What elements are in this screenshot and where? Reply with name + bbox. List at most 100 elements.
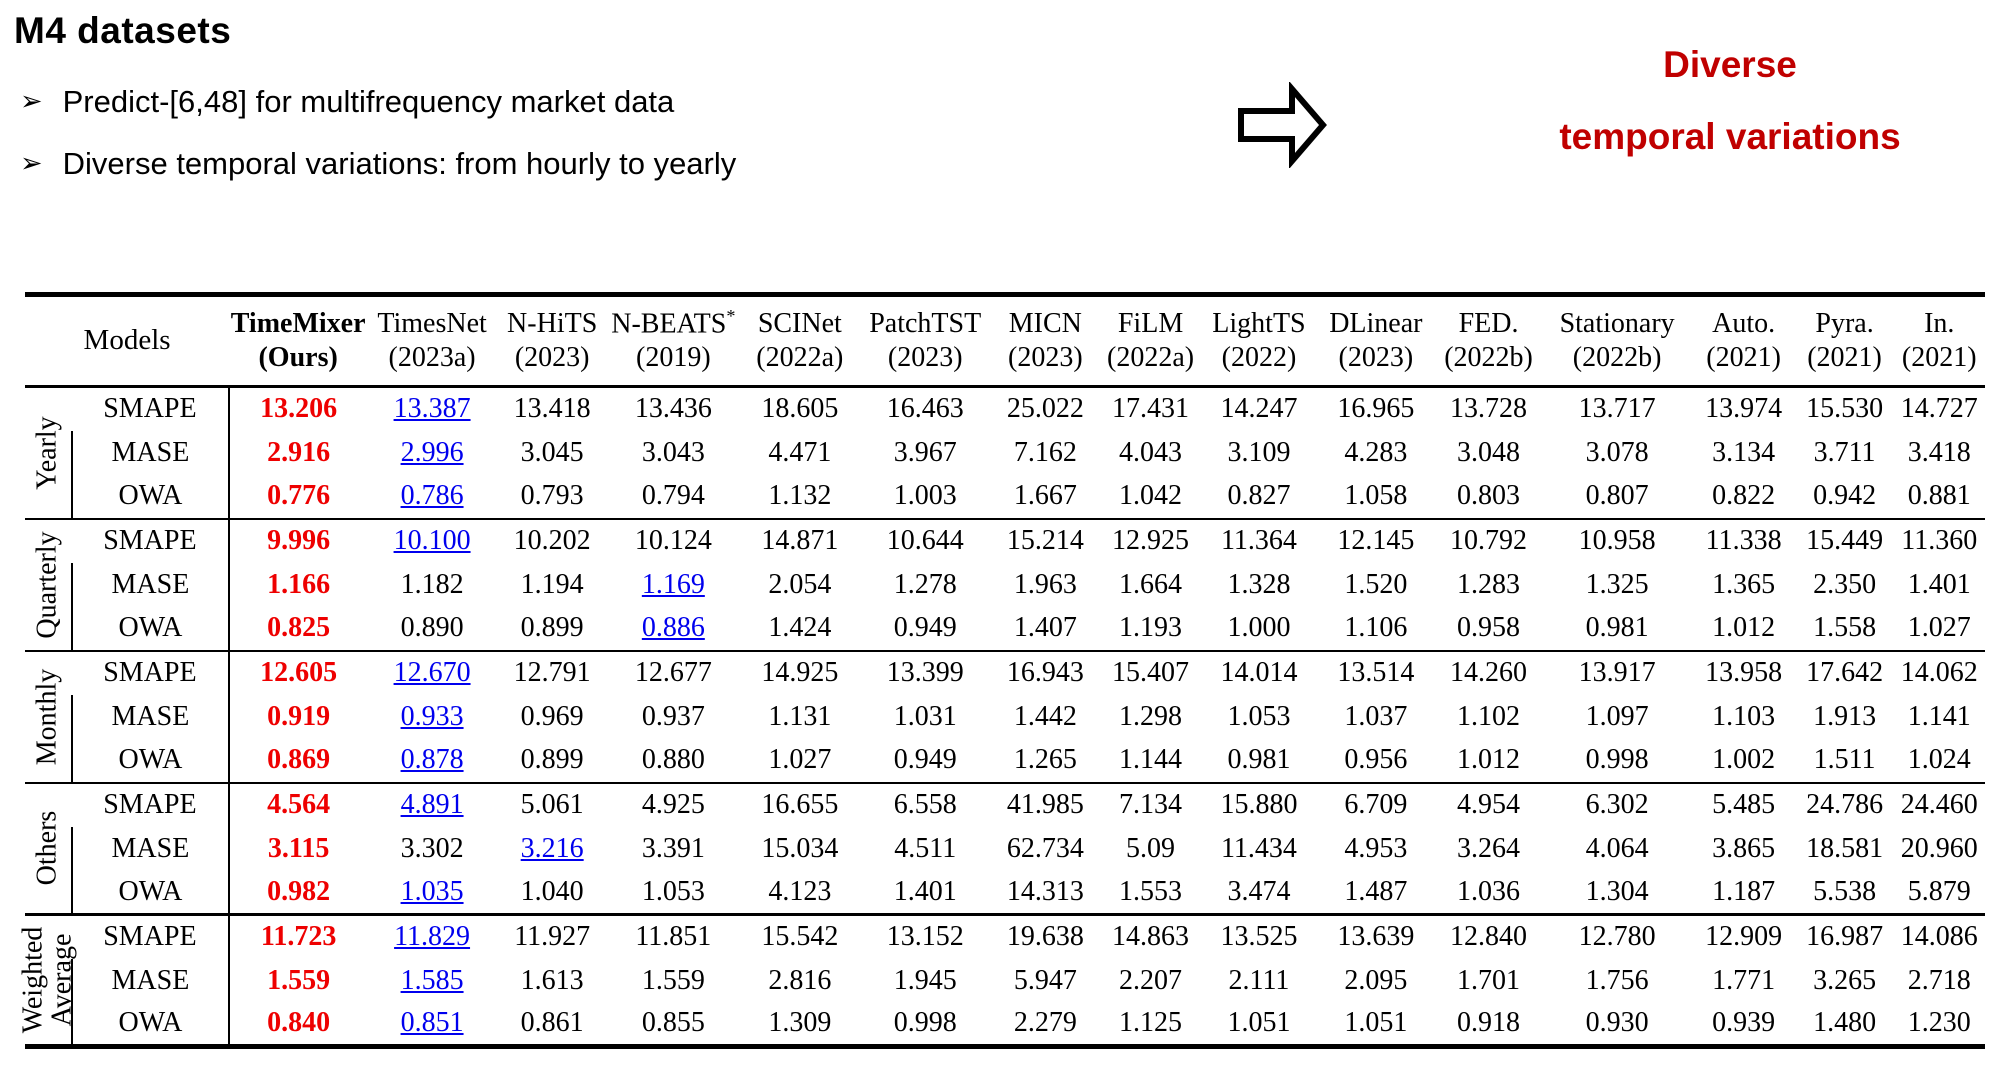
value-cell: 13.717 [1578, 393, 1656, 425]
value-cell: 16.943 [990, 649, 1101, 695]
value-cell: 1.012 [1712, 612, 1776, 643]
value-cell: 4.954 [1434, 781, 1543, 827]
value-cell: 1.664 [1119, 568, 1183, 600]
value-cell: 1.141 [1907, 700, 1971, 732]
col-header-dlinear: DLinear (2023) [1317, 294, 1435, 388]
page-title: M4 datasets [14, 10, 232, 51]
arrowhead-bullet-icon: ➢ [20, 86, 43, 116]
metric-label: OWA [70, 474, 231, 519]
value-cell: 6.709 [1317, 781, 1435, 827]
value-cell: 2.111 [1228, 964, 1290, 996]
value-cell: 4.564 [229, 781, 368, 827]
value-cell: 62.734 [1006, 832, 1084, 864]
value-cell: 14.871 [739, 517, 861, 563]
value-cell: 3.264 [1457, 832, 1521, 864]
value-cell: 1.309 [768, 1007, 832, 1039]
value-cell: 1.194 [520, 568, 584, 600]
value-cell: 5.485 [1691, 781, 1796, 827]
metric-label: MASE [70, 826, 231, 871]
value-cell: 4.891 [367, 781, 497, 827]
table-row: OWA 0.776 0.786 0.793 0.794 1.132 1.003 1.667 1.… [25, 474, 1985, 519]
value-cell: 3.043 [641, 436, 705, 468]
value-cell: 3.216 [520, 832, 584, 864]
value-cell: 17.642 [1795, 649, 1894, 695]
value-cell: 1.051 [1227, 1007, 1291, 1039]
value-cell: 1.756 [1585, 964, 1649, 996]
value-cell: 12.791 [496, 649, 608, 695]
table-row: Quarterly SMAPE 9.996 10.100 10.202 10.124 14.… [25, 517, 1985, 651]
value-cell: 12.909 [1691, 913, 1796, 959]
value-cell: 3.134 [1712, 436, 1776, 468]
value-cell: 14.313 [1006, 875, 1084, 907]
value-cell: 5.061 [496, 781, 608, 827]
value-cell: 4.925 [607, 781, 740, 827]
value-cell: 10.124 [607, 517, 740, 563]
bullet-text: Predict-[6,48] for multifrequency market… [62, 84, 675, 119]
value-cell: 1.945 [893, 964, 957, 996]
value-cell: 1.963 [1013, 568, 1077, 600]
arrowhead-bullet-icon: ➢ [20, 148, 43, 178]
value-cell: 10.100 [367, 517, 497, 563]
value-cell: 1.040 [520, 875, 584, 907]
value-cell: 0.880 [641, 744, 705, 775]
value-cell: 14.086 [1893, 913, 1985, 959]
metric-label: MASE [70, 562, 231, 607]
table-row: MASE 1.166 1.182 1.194 1.169 2.054 1.278 1.963 1… [25, 562, 1985, 607]
col-header-scinet: SCINet (2022a) [739, 294, 861, 388]
value-cell: 0.969 [520, 700, 584, 732]
value-cell: 0.933 [400, 700, 464, 732]
table-row: MASE 3.115 3.302 3.216 3.391 15.034 4.511 62.73… [25, 826, 1985, 871]
value-cell: 6.558 [860, 781, 991, 827]
value-cell: 0.886 [641, 612, 705, 643]
value-cell: 12.145 [1317, 517, 1435, 563]
value-cell: 1.913 [1813, 700, 1877, 732]
value-cell: 15.214 [990, 517, 1101, 563]
value-cell: 11.927 [496, 913, 608, 959]
value-cell: 2.350 [1813, 568, 1877, 600]
value-cell: 1.401 [893, 875, 957, 907]
value-cell: 1.036 [1457, 875, 1521, 907]
group-label-weighted-average: Weighted Average [17, 913, 77, 1047]
col-header-auto: Auto. (2021) [1691, 294, 1796, 388]
value-cell: 0.794 [641, 480, 705, 511]
value-cell: 0.937 [641, 700, 705, 732]
value-cell: 1.058 [1344, 480, 1408, 511]
value-cell: 18.605 [761, 393, 839, 425]
value-cell: 14.247 [1220, 393, 1298, 425]
value-cell: 0.851 [400, 1007, 464, 1039]
models-corner-label: Models [25, 294, 230, 388]
value-cell: 13.728 [1450, 393, 1528, 425]
value-cell: 3.302 [400, 832, 464, 864]
value-cell: 0.776 [267, 480, 331, 511]
value-cell: 2.996 [400, 436, 464, 468]
value-cell: 0.803 [1457, 480, 1521, 511]
metric-label: SMAPE [71, 781, 231, 827]
table-row: MASE 2.916 2.996 3.045 3.043 4.471 3.967 7.162 4… [25, 430, 1985, 475]
value-cell: 0.939 [1712, 1007, 1776, 1039]
table-row: OWA 0.840 0.851 0.861 0.855 1.309 0.998 2.279 1.… [25, 1002, 1985, 1047]
metric-label: SMAPE [71, 913, 231, 959]
value-cell: 20.960 [1900, 832, 1978, 864]
value-cell: 1.480 [1813, 1007, 1877, 1039]
value-cell: 2.718 [1907, 964, 1971, 996]
value-cell: 11.723 [229, 913, 368, 959]
col-header-film: FiLM (2022a) [1100, 294, 1201, 388]
value-cell: 5.09 [1126, 832, 1176, 864]
value-cell: 1.230 [1907, 1007, 1971, 1039]
value-cell: 11.364 [1200, 517, 1318, 563]
value-cell: 10.644 [860, 517, 991, 563]
table-row: MASE 0.919 0.933 0.969 0.937 1.131 1.031 1.442 1… [25, 694, 1985, 739]
value-cell: 9.996 [229, 517, 368, 563]
group-label-quarterly: Quarterly [25, 517, 72, 651]
value-cell: 16.987 [1795, 913, 1894, 959]
table-row: Monthly SMAPE 12.605 12.670 12.791 12.677 14.9… [25, 649, 1985, 783]
value-cell: 4.471 [768, 436, 832, 468]
value-cell: 15.449 [1795, 517, 1894, 563]
col-header-n-beats: N-BEATS* (2019) [607, 294, 740, 388]
value-cell: 1.125 [1119, 1007, 1183, 1039]
value-cell: 0.827 [1227, 480, 1291, 511]
value-cell: 4.953 [1344, 832, 1408, 864]
value-cell: 12.780 [1542, 913, 1692, 959]
col-header-pyra: Pyra. (2021) [1795, 294, 1894, 388]
value-cell: 11.360 [1893, 517, 1985, 563]
